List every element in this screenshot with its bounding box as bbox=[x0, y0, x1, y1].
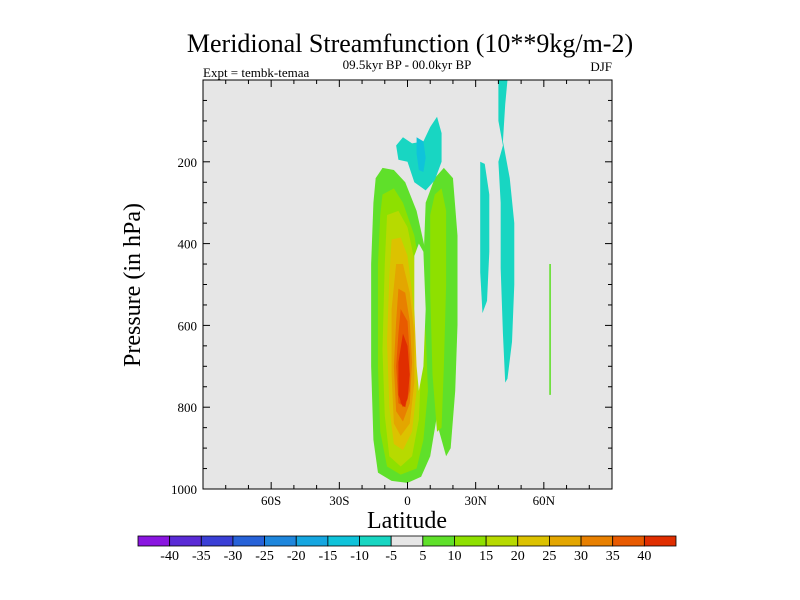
colorbar-swatch bbox=[390, 535, 424, 547]
colorbar-swatch bbox=[200, 535, 234, 547]
colorbar-swatch bbox=[580, 535, 614, 547]
colorbar-swatch bbox=[327, 535, 360, 547]
x-axis-title: Latitude bbox=[367, 508, 447, 534]
contour-negative-cyan-2 bbox=[416, 137, 426, 173]
y-tick-label: 1000 bbox=[171, 482, 197, 497]
contour-negative-band-1 bbox=[498, 80, 515, 383]
colorbar-swatch bbox=[169, 535, 202, 547]
colorbar-label: 10 bbox=[447, 549, 461, 564]
colorbar-label: -40 bbox=[160, 549, 179, 564]
colorbar-label: 40 bbox=[637, 549, 651, 564]
colorbar-label: -15 bbox=[319, 549, 338, 564]
colorbar-label: 35 bbox=[606, 549, 620, 564]
experiment-label: Expt = tembk-temaa bbox=[203, 65, 309, 80]
y-tick-label: 800 bbox=[178, 400, 198, 415]
colorbar-swatch bbox=[295, 535, 329, 547]
contour-band-green-inner bbox=[430, 188, 447, 432]
colorbar-label: -30 bbox=[224, 549, 243, 564]
x-tick-label: 30S bbox=[329, 493, 349, 508]
x-tick-label: 60S bbox=[261, 493, 281, 508]
chart-title: Meridional Streamfunction (10**9kg/m-2) bbox=[187, 29, 633, 58]
contour-positive-9 bbox=[398, 349, 408, 408]
colorbar-label: -20 bbox=[287, 549, 306, 564]
period-label: 09.5kyr BP - 00.0kyr BP bbox=[343, 57, 472, 72]
x-tick-label: 0 bbox=[404, 493, 411, 508]
colorbar-label: -25 bbox=[255, 549, 274, 564]
colorbar-swatch bbox=[517, 535, 550, 547]
y-axis-title: Pressure (in hPa) bbox=[120, 203, 146, 367]
colorbar-label: 25 bbox=[542, 549, 556, 564]
colorbar-label: 20 bbox=[511, 549, 525, 564]
contour-gap-white bbox=[414, 243, 426, 391]
x-tick-label: 30N bbox=[464, 493, 487, 508]
colorbar-swatch bbox=[422, 535, 455, 547]
colorbar-swatch bbox=[359, 535, 392, 547]
y-tick-label: 400 bbox=[178, 237, 198, 252]
colorbar-label: 5 bbox=[419, 549, 426, 564]
colorbar-swatch bbox=[643, 535, 677, 547]
plot-area: 60S 30S 0 30N 60N 200 400 600 800 1000 bbox=[171, 79, 613, 508]
contour-positive-sliver bbox=[549, 264, 551, 395]
colorbar-label: -35 bbox=[192, 549, 211, 564]
x-tick-label: 60N bbox=[533, 493, 556, 508]
colorbar: -40 -35 -30 -25 -20 -15 -10 -5 5 10 15 20 25 30 35 40 bbox=[137, 535, 677, 564]
colorbar-label: 30 bbox=[574, 549, 588, 564]
colorbar-label: -5 bbox=[385, 549, 397, 564]
colorbar-swatch bbox=[454, 535, 487, 547]
y-tick-label: 600 bbox=[178, 318, 198, 333]
colorbar-swatch bbox=[485, 535, 519, 547]
colorbar-swatch bbox=[264, 535, 297, 547]
contour-negative-band-2 bbox=[480, 161, 490, 314]
colorbar-swatch bbox=[549, 535, 582, 547]
colorbar-label: 15 bbox=[479, 549, 493, 564]
colorbar-swatch bbox=[137, 535, 171, 547]
y-tick-label: 200 bbox=[178, 155, 198, 170]
colorbar-swatch bbox=[232, 535, 265, 547]
colorbar-swatch bbox=[612, 535, 645, 547]
season-label: DJF bbox=[590, 59, 612, 74]
colorbar-label: -10 bbox=[350, 549, 369, 564]
